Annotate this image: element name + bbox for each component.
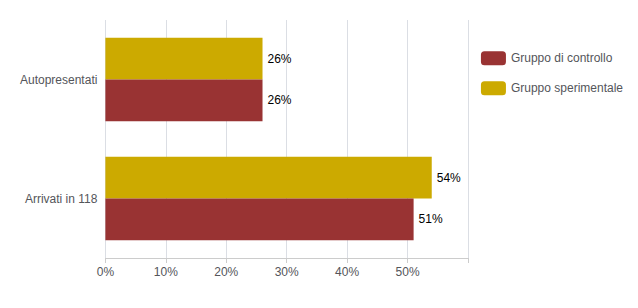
svg-text:40%: 40% — [335, 265, 359, 279]
svg-text:26%: 26% — [268, 93, 292, 107]
svg-text:51%: 51% — [419, 212, 443, 226]
svg-text:50%: 50% — [396, 265, 420, 279]
svg-text:10%: 10% — [154, 265, 178, 279]
svg-text:26%: 26% — [268, 52, 292, 66]
svg-text:Autopresentati: Autopresentati — [20, 73, 97, 87]
svg-text:20%: 20% — [214, 265, 238, 279]
svg-text:0%: 0% — [97, 265, 115, 279]
svg-text:30%: 30% — [275, 265, 299, 279]
svg-text:Gruppo sperimentale: Gruppo sperimentale — [511, 81, 623, 95]
svg-text:Arrivati in 118: Arrivati in 118 — [25, 192, 98, 206]
svg-text:54%: 54% — [437, 171, 461, 185]
svg-text:Gruppo di controllo: Gruppo di controllo — [511, 51, 613, 65]
